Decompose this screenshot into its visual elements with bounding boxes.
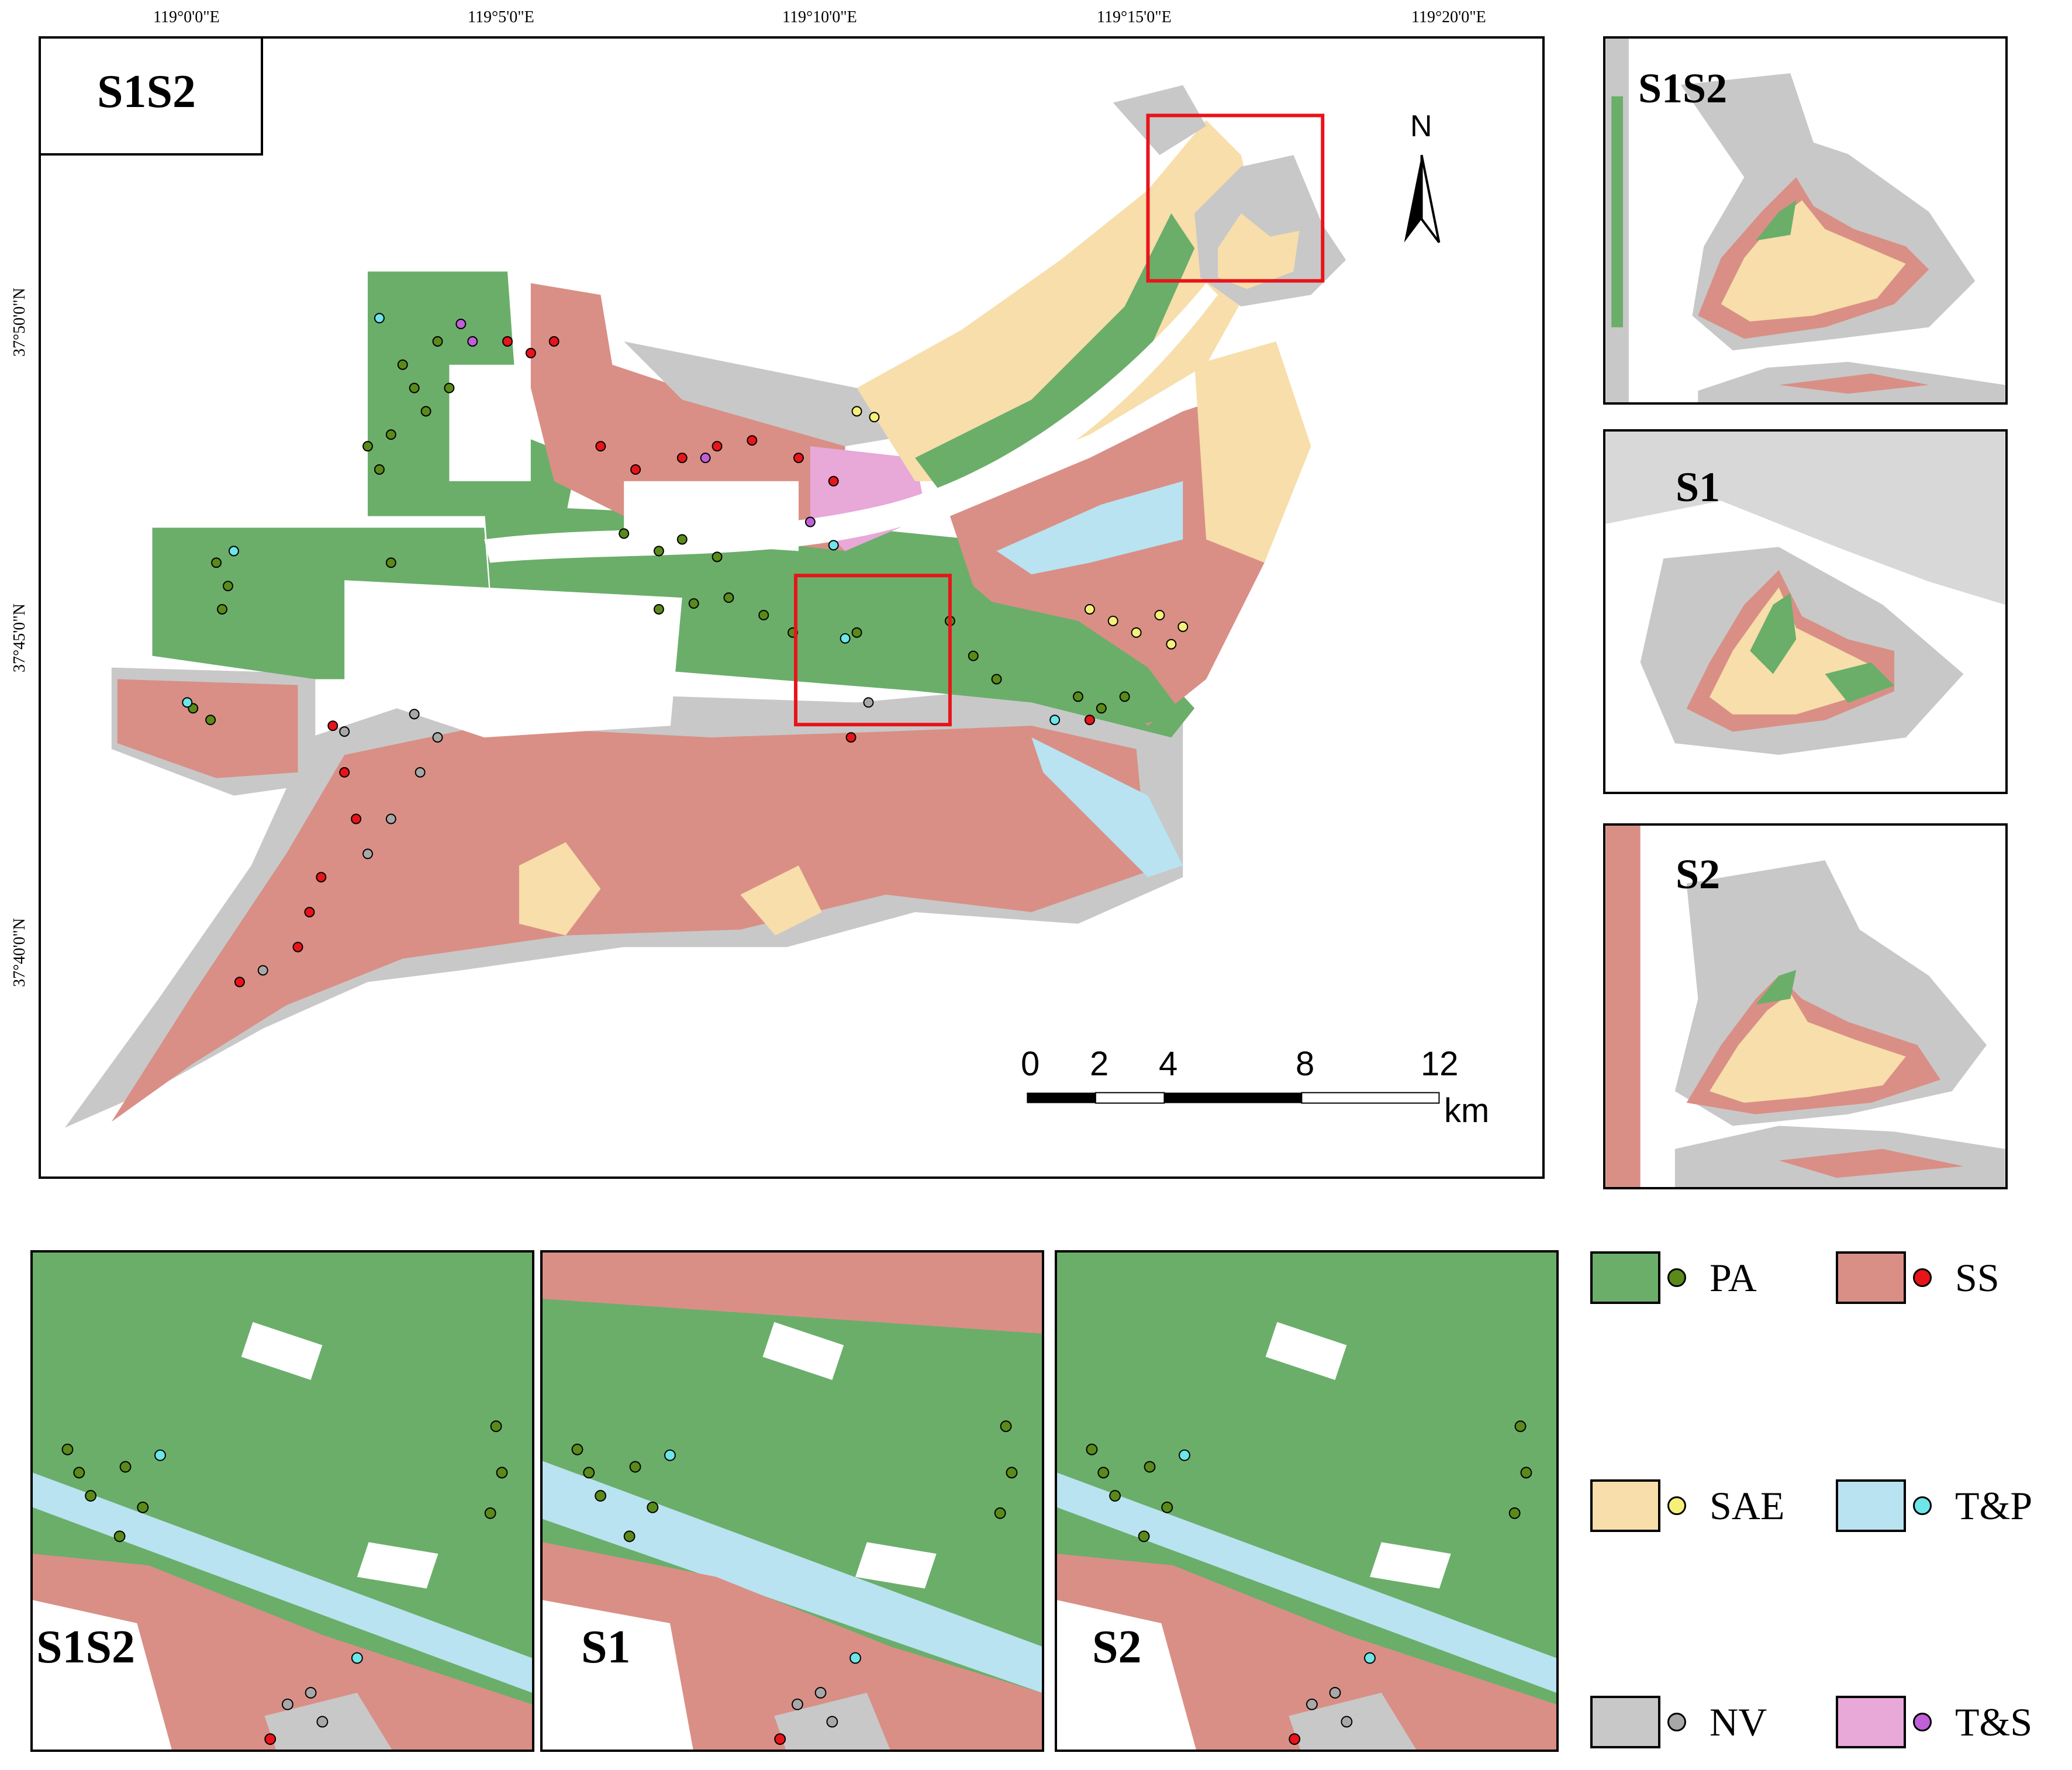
- lon-tick: 119°5'0"E: [468, 8, 534, 26]
- legend-swatch-pa: [1590, 1251, 1660, 1304]
- land-cover-layer: [65, 85, 1346, 1128]
- lon-tick: 119°10'0"E: [782, 8, 857, 26]
- legend-swatch-tp: [1836, 1479, 1906, 1532]
- bottom-inset-label: S2: [1092, 1621, 1142, 1673]
- legend-dot-sae: [1667, 1496, 1686, 1515]
- main-map-panel: S1S2 N 0 2 4 8 12 km: [39, 36, 1545, 1179]
- lon-tick: 119°20'0"E: [1411, 8, 1486, 26]
- river-channel: [484, 283, 1218, 563]
- legend-swatch-ss: [1836, 1251, 1906, 1304]
- bottom-inset-label: S1: [581, 1621, 631, 1673]
- ss-region-south: [111, 726, 1148, 1122]
- legend-item-nv: NV: [1590, 1696, 1767, 1748]
- legend-label: SS: [1955, 1255, 2000, 1300]
- nv-region-north: [624, 341, 916, 447]
- legend-dot-nv: [1667, 1713, 1686, 1731]
- pa-points: [188, 336, 1130, 726]
- sae-region-south-2: [740, 865, 822, 936]
- scale-number-8: 8: [1296, 1045, 1315, 1083]
- right-inset-label: S2: [1676, 851, 1721, 898]
- tp-river-band: [1031, 737, 1183, 878]
- right-inset-label: S1: [1676, 464, 1721, 510]
- ts-points: [455, 319, 816, 527]
- nv-region-ne-tip: [1113, 85, 1207, 156]
- sae-region-east: [1194, 341, 1311, 563]
- sae-points: [851, 406, 1189, 650]
- legend-label: T&P: [1955, 1483, 2033, 1528]
- lon-tick: 119°0'0"E: [153, 8, 220, 26]
- right-inset-s2: S2: [1603, 823, 2008, 1189]
- pa-region-east: [973, 598, 1183, 726]
- sae-region-south: [519, 842, 601, 936]
- legend-swatch-nv: [1590, 1696, 1660, 1748]
- tp-points: [182, 313, 1061, 726]
- lon-tick: 119°15'0"E: [1097, 8, 1172, 26]
- legend-label: PA: [1710, 1255, 1757, 1300]
- lat-tick: 37°50'0"N: [11, 288, 29, 357]
- highlight-box-inset-ne: [1146, 113, 1325, 283]
- legend-label: NV: [1710, 1699, 1767, 1744]
- legend-label: T&S: [1955, 1699, 2033, 1744]
- scale-unit: km: [1444, 1092, 1490, 1130]
- legend-item-tp: T&P: [1836, 1479, 2032, 1532]
- main-map-title: S1S2: [97, 66, 196, 118]
- scale-number-0: 0: [1021, 1045, 1040, 1083]
- scale-number-4: 4: [1159, 1045, 1178, 1083]
- legend-dot-tp: [1913, 1496, 1932, 1515]
- pa-region-central: [484, 504, 1195, 738]
- inset-area-sae: [1218, 213, 1300, 289]
- legend-swatch-sae: [1590, 1479, 1660, 1532]
- legend-dot-pa: [1667, 1268, 1686, 1287]
- pa-region-ne-strip: [915, 213, 1195, 505]
- north-label: N: [1410, 109, 1432, 143]
- ss-region-west: [117, 679, 298, 778]
- nv-points: [257, 697, 874, 976]
- lat-tick: 37°45'0"N: [11, 603, 29, 672]
- north-arrow-icon: [1404, 154, 1441, 243]
- legend-swatch-ts: [1836, 1696, 1906, 1748]
- main-map-title-box: [41, 39, 263, 156]
- scale-bar-icon: [1027, 1092, 1440, 1104]
- legend-item-ss: SS: [1836, 1251, 2000, 1304]
- bottom-inset-s1s2: S1S2: [30, 1250, 534, 1752]
- tp-region-east: [996, 481, 1183, 575]
- lat-tick: 37°40'0"N: [11, 918, 29, 987]
- bottom-inset-s1: S1: [540, 1250, 1044, 1752]
- white-patch-nw: [449, 364, 531, 481]
- highlight-box-inset-center: [793, 574, 952, 727]
- right-inset-label: S1S2: [1638, 65, 1728, 112]
- sample-points-layer: [182, 313, 1189, 988]
- legend-dot-ss: [1913, 1268, 1932, 1287]
- scale-number-2: 2: [1090, 1045, 1109, 1083]
- main-map-canvas: [65, 85, 1441, 1128]
- legend-item-pa: PA: [1590, 1251, 1757, 1304]
- legend-label: SAE: [1710, 1483, 1785, 1528]
- right-inset-s1s2: S1S2: [1603, 36, 2008, 405]
- legend-dot-ts: [1913, 1713, 1932, 1731]
- bottom-inset-s2: S2: [1055, 1250, 1559, 1752]
- legend-item-ts: T&S: [1836, 1696, 2032, 1748]
- bottom-inset-label: S1S2: [36, 1621, 135, 1673]
- ss-points: [234, 336, 1095, 988]
- white-patch-central: [344, 580, 682, 738]
- scale-number-12: 12: [1421, 1045, 1459, 1083]
- legend-item-sae: SAE: [1590, 1479, 1784, 1532]
- right-inset-s1: S1: [1603, 429, 2008, 794]
